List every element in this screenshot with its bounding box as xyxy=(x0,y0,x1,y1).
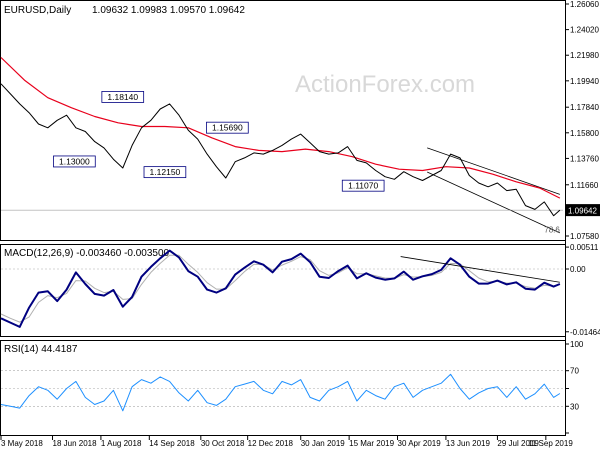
swing-label-box xyxy=(101,91,145,103)
rsi-tick-label: 100 xyxy=(570,340,584,349)
macd-tick-label: 0.00 xyxy=(570,265,586,274)
price-tick-label: 1.26060 xyxy=(570,0,599,9)
time-tick-label: 15 Mar 2019 xyxy=(349,439,394,448)
current-price-box xyxy=(566,204,600,217)
macd-line xyxy=(0,249,561,328)
price-tick-label: 1.17840 xyxy=(570,103,599,112)
swing-label: 1.15690 xyxy=(212,123,243,133)
swing-label-box xyxy=(143,166,187,179)
time-tick-label: 29 Jul 2019 xyxy=(497,439,539,448)
time-tick-label: 1 Aug 2018 xyxy=(101,439,142,448)
price-tick-label: 1.11660 xyxy=(570,181,599,190)
time-tick-label: 30 Apr 2019 xyxy=(398,439,442,448)
swing-label-box xyxy=(53,155,96,168)
time-tick-label: 3 May 2018 xyxy=(1,439,43,448)
rsi-tick-label: 30 xyxy=(570,402,579,411)
time-tick-label: 12 Dec 2018 xyxy=(248,439,294,448)
time-tick-label: 13 Jun 2019 xyxy=(446,439,491,448)
fib-level-label: 78.6 xyxy=(544,226,560,235)
price-tick-label: 1.15800 xyxy=(570,129,599,138)
swing-label-box xyxy=(341,179,385,192)
rsi-panel-title: RSI(14) 44.4187 xyxy=(4,344,78,355)
current-price-label: 1.09642 xyxy=(568,207,597,216)
time-tick-label: 14 Sep 2018 xyxy=(149,439,195,448)
swing-label: 1.13000 xyxy=(59,156,90,166)
rsi-panel: 100 70 30 xyxy=(0,340,584,434)
macd-panel-title: MACD(12,26,9) -0.003460 -0.003500 xyxy=(4,248,170,259)
time-axis: 3 May 2018 18 Jun 2018 1 Aug 2018 14 Sep 20… xyxy=(0,436,573,448)
watermark-text: ActionForex.com xyxy=(295,71,475,98)
time-tick-label: 30 Oct 2018 xyxy=(201,439,245,448)
price-tick-label: 1.13760 xyxy=(570,154,599,163)
macd-tick-label: 0.00511 xyxy=(570,243,599,252)
swing-label: 1.12150 xyxy=(150,167,181,177)
macd-signal-line xyxy=(0,254,561,323)
swing-label: 1.18140 xyxy=(107,92,138,102)
macd-tick-label: -0.014647 xyxy=(570,328,600,337)
price-tick-label: 1.24020 xyxy=(570,26,599,35)
swing-label: 1.11070 xyxy=(348,181,378,191)
price-tick-label: 1.07580 xyxy=(570,232,599,241)
time-tick-label: 11 Sep 2019 xyxy=(528,439,573,448)
rsi-line xyxy=(0,373,561,412)
price-line xyxy=(0,83,561,217)
price-tick-label: 1.21980 xyxy=(570,51,599,60)
chart-header-symbol: EURUSD,Daily xyxy=(4,5,71,16)
time-tick-label: 18 Jun 2018 xyxy=(53,439,98,448)
channel-lower-line xyxy=(427,171,561,234)
swing-label-box xyxy=(206,121,249,134)
moving-average-line xyxy=(0,57,561,199)
time-tick-label: 30 Jan 2019 xyxy=(301,439,346,448)
macd-trendline xyxy=(400,256,560,283)
rsi-tick-label: 70 xyxy=(570,367,579,376)
price-tick-label: 1.19940 xyxy=(570,77,599,86)
price-panel: 1.26060 1.24020 1.21980 1.19940 1.17840 1.158… xyxy=(0,0,600,241)
chart-header-ohlc: 1.09632 1.09983 1.09570 1.09642 xyxy=(92,5,245,16)
macd-panel: 0.00511 0.00 -0.014647 xyxy=(0,243,600,337)
